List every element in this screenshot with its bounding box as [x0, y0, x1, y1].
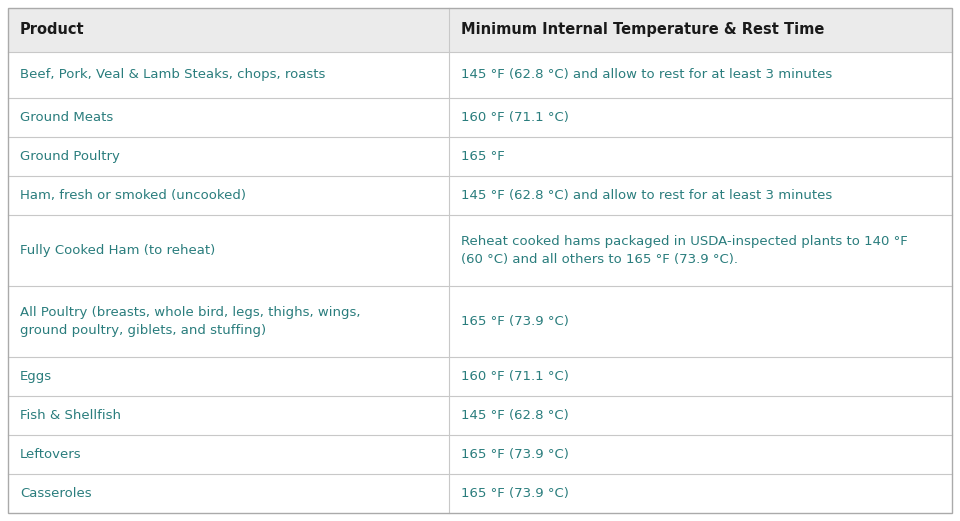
Text: Fish & Shellfish: Fish & Shellfish	[20, 409, 121, 422]
Text: 160 °F (71.1 °C): 160 °F (71.1 °C)	[462, 110, 569, 123]
Text: Eggs: Eggs	[20, 370, 52, 383]
Text: Ground Meats: Ground Meats	[20, 110, 113, 123]
Bar	[8, 52, 952, 97]
Text: Reheat cooked hams packaged in USDA-inspected plants to 140 °F
(60 °C) and all o: Reheat cooked hams packaged in USDA-insp…	[462, 234, 908, 266]
Bar	[8, 137, 952, 176]
Bar	[8, 8, 952, 52]
Bar	[8, 435, 952, 474]
Bar	[8, 357, 952, 396]
Text: All Poultry (breasts, whole bird, legs, thighs, wings,
ground poultry, giblets, : All Poultry (breasts, whole bird, legs, …	[20, 306, 361, 337]
Text: Casseroles: Casseroles	[20, 487, 91, 500]
Text: Minimum Internal Temperature & Rest Time: Minimum Internal Temperature & Rest Time	[462, 22, 825, 38]
Text: 165 °F (73.9 °C): 165 °F (73.9 °C)	[462, 487, 569, 500]
Text: 165 °F (73.9 °C): 165 °F (73.9 °C)	[462, 315, 569, 328]
Text: Leftovers: Leftovers	[20, 448, 82, 461]
Bar	[8, 396, 952, 435]
Text: 145 °F (62.8 °C) and allow to rest for at least 3 minutes: 145 °F (62.8 °C) and allow to rest for a…	[462, 68, 832, 81]
Text: 145 °F (62.8 °C): 145 °F (62.8 °C)	[462, 409, 569, 422]
Text: 165 °F (73.9 °C): 165 °F (73.9 °C)	[462, 448, 569, 461]
Bar	[8, 97, 952, 137]
Text: 160 °F (71.1 °C): 160 °F (71.1 °C)	[462, 370, 569, 383]
Text: Ham, fresh or smoked (uncooked): Ham, fresh or smoked (uncooked)	[20, 189, 246, 202]
Text: Fully Cooked Ham (to reheat): Fully Cooked Ham (to reheat)	[20, 244, 215, 257]
Bar	[8, 286, 952, 357]
Text: Beef, Pork, Veal & Lamb Steaks, chops, roasts: Beef, Pork, Veal & Lamb Steaks, chops, r…	[20, 68, 325, 81]
Bar	[8, 215, 952, 286]
Text: Ground Poultry: Ground Poultry	[20, 150, 120, 163]
Bar	[8, 176, 952, 215]
Text: 165 °F: 165 °F	[462, 150, 505, 163]
Text: 145 °F (62.8 °C) and allow to rest for at least 3 minutes: 145 °F (62.8 °C) and allow to rest for a…	[462, 189, 832, 202]
Text: Product: Product	[20, 22, 84, 38]
Bar	[8, 474, 952, 513]
